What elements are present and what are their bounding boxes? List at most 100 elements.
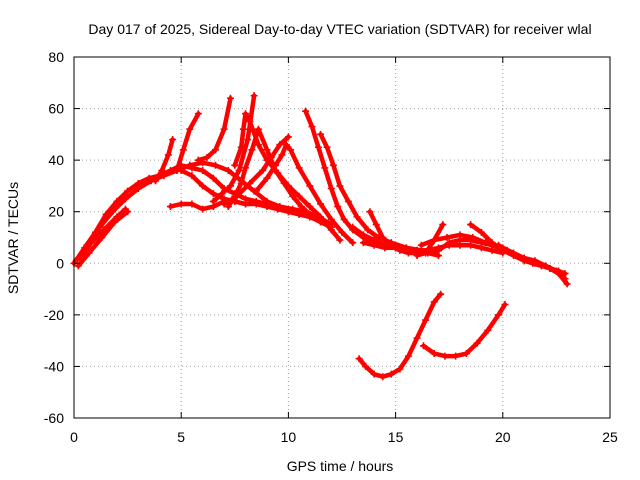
data-point [248, 146, 256, 154]
data-point [546, 264, 554, 272]
data-point [250, 92, 258, 100]
data-point [430, 298, 438, 306]
data-point [297, 203, 305, 211]
y-tick-label: -20 [44, 307, 64, 323]
data-point [100, 226, 108, 234]
data-point [387, 370, 395, 378]
data-point [284, 133, 292, 141]
data-point [76, 254, 84, 262]
data-point [317, 213, 325, 221]
data-point [254, 125, 262, 133]
data-point [372, 221, 380, 229]
data-point [121, 195, 129, 203]
data-point [439, 221, 447, 229]
data-point [227, 182, 235, 190]
data-point [441, 352, 449, 360]
y-tick-label: 20 [48, 204, 64, 220]
data-point [336, 236, 344, 244]
data-point [263, 174, 271, 182]
data-point [430, 236, 438, 244]
data-point [422, 316, 430, 324]
data-point [124, 187, 132, 195]
series-layer [70, 92, 571, 381]
data-point [284, 208, 292, 216]
data-point [396, 246, 404, 254]
data-point [246, 117, 254, 125]
series-line-track-10 [211, 93, 257, 204]
data-point [212, 146, 220, 154]
data-point [199, 182, 207, 190]
data-point [212, 161, 220, 169]
data-point [188, 172, 196, 180]
data-point [239, 125, 247, 133]
data-point [284, 182, 292, 190]
data-point [169, 136, 177, 144]
data-point [276, 141, 284, 149]
data-point [379, 373, 387, 381]
data-point [164, 151, 172, 159]
data-point [430, 350, 438, 358]
data-point [359, 231, 367, 239]
data-point [263, 146, 271, 154]
x-tick-label: 0 [70, 429, 78, 445]
data-point [503, 246, 511, 254]
data-point [445, 239, 453, 247]
data-point [306, 210, 314, 218]
data-point [443, 234, 451, 241]
data-point [267, 154, 275, 162]
data-point [336, 182, 344, 190]
series-line-track-25 [421, 302, 508, 359]
data-point [338, 228, 346, 236]
data-point [231, 161, 239, 169]
data-point [289, 192, 297, 200]
data-point [434, 246, 442, 254]
chart-title: Day 017 of 2025, Sidereal Day-to-day VTE… [88, 21, 591, 37]
data-point [495, 241, 503, 249]
series-line-track-24 [356, 291, 443, 379]
data-point [537, 262, 545, 270]
data-point [166, 203, 174, 211]
data-point [209, 174, 217, 182]
y-tick-label: -60 [44, 410, 64, 426]
data-point [317, 130, 325, 138]
data-point [473, 339, 481, 347]
data-point [366, 208, 374, 216]
data-point [359, 239, 367, 247]
series-line-track-20 [414, 222, 446, 258]
grid [74, 57, 610, 418]
data-point [209, 197, 217, 205]
data-point [199, 166, 207, 174]
data-point [396, 365, 404, 373]
data-point [237, 143, 245, 151]
data-point [370, 370, 378, 378]
data-point [462, 350, 470, 358]
data-point [274, 169, 282, 177]
data-point [323, 143, 331, 151]
data-point [327, 226, 335, 234]
data-point [364, 226, 372, 234]
data-point [272, 161, 280, 169]
x-tick-label: 10 [281, 429, 297, 445]
data-point [224, 203, 232, 211]
data-point [413, 334, 421, 342]
data-point [302, 107, 310, 115]
data-point [295, 210, 303, 218]
data-point [306, 203, 314, 211]
data-point [484, 326, 492, 334]
data-point [252, 200, 260, 208]
data-point [194, 110, 202, 118]
data-point [242, 164, 250, 172]
data-point [295, 192, 303, 200]
data-point [308, 123, 316, 131]
data-point [295, 164, 303, 172]
y-tick-label: 40 [48, 152, 64, 168]
data-point [344, 197, 352, 205]
data-point [452, 352, 460, 360]
data-point [488, 239, 496, 247]
data-point [349, 223, 357, 231]
data-point [96, 223, 104, 231]
x-tick-label: 25 [602, 429, 618, 445]
data-point [555, 267, 563, 275]
data-point [237, 179, 245, 187]
data-point [224, 166, 232, 174]
